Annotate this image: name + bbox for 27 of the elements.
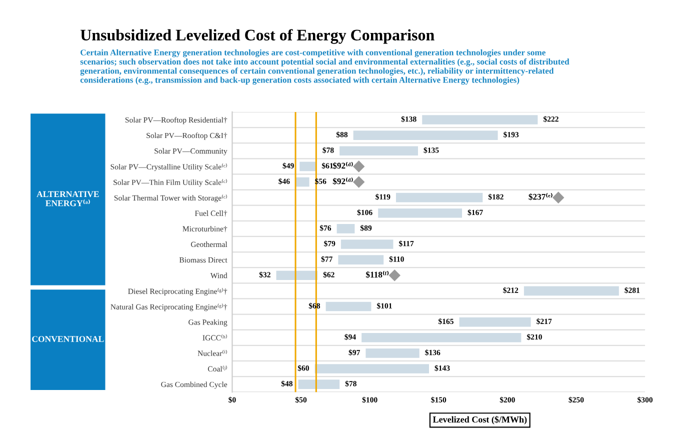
bar bbox=[353, 130, 498, 140]
bar bbox=[338, 255, 384, 264]
bar bbox=[340, 146, 418, 156]
bar bbox=[422, 115, 538, 124]
bar bbox=[296, 177, 310, 187]
data-label: $92⁽ᵈ⁾ bbox=[332, 162, 353, 170]
bar bbox=[459, 317, 531, 327]
bar bbox=[396, 192, 483, 202]
bar bbox=[366, 348, 420, 358]
text: ALTERNATIVE ENERGY⁽ᵃ⁾ bbox=[36, 191, 99, 206]
bar bbox=[378, 208, 462, 218]
bar bbox=[300, 162, 316, 172]
chart-title: Unsubsidized Levelized Cost of Energy Comparison bbox=[80, 29, 434, 44]
data-label: $118⁽ᶠ⁾ bbox=[366, 270, 389, 278]
bar bbox=[276, 270, 318, 280]
bar bbox=[326, 302, 372, 312]
x-axis-title: Levelized Cost ($/MWh) bbox=[432, 416, 527, 424]
chart-subtitle: Certain Alternative Energy generation technologies are cost-competitive with conventional generation technologies under some scenarios; such observation does not take into account potential social and environmental externalities (e.g., social costs of distributed generation, environmental consequences of certain conventional generation technologies, etc.), reliability or intermittency-related considerations (e.g., transmission and back-up generation costs associated with certain Alternative Energy technologies) bbox=[80, 49, 570, 85]
bar bbox=[336, 224, 355, 234]
bar bbox=[524, 286, 619, 296]
bar bbox=[314, 364, 429, 374]
bar bbox=[298, 380, 340, 389]
bar bbox=[340, 240, 394, 249]
data-label: $237⁽ᵉ⁾ bbox=[528, 193, 552, 200]
bar bbox=[362, 332, 522, 342]
text: CONVENTIONAL bbox=[32, 336, 104, 342]
data-label: $92⁽ᵈ⁾ bbox=[332, 178, 353, 185]
